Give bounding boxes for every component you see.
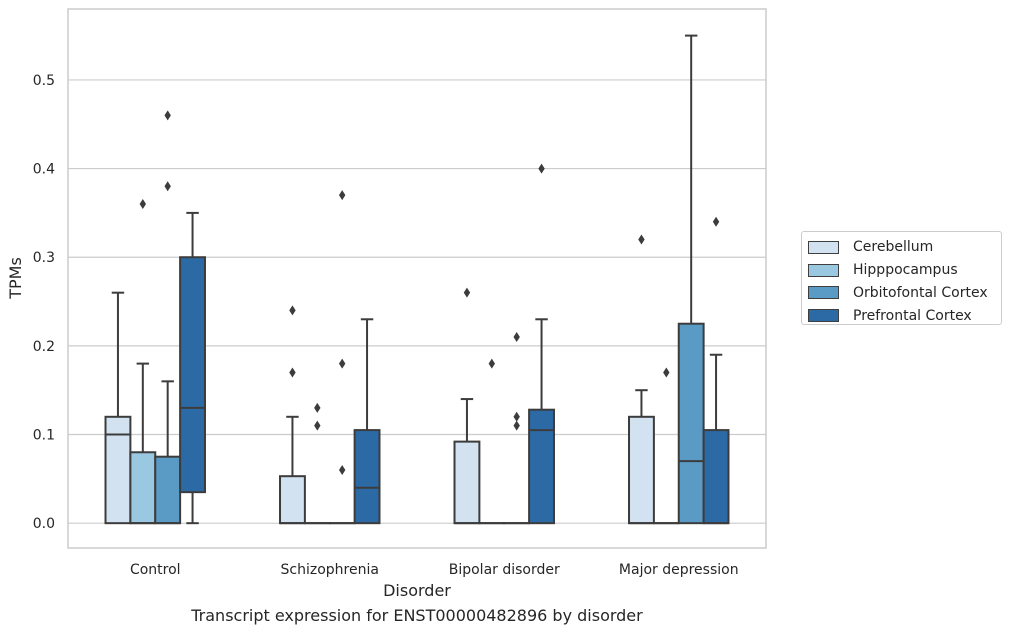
x-tick-label: Bipolar disorder xyxy=(449,562,560,578)
box-prefrontal-cortex xyxy=(702,216,730,525)
outlier-point xyxy=(712,216,720,227)
outlier-point xyxy=(164,110,171,121)
box-prefrontal-cortex xyxy=(528,163,555,525)
plot-frame xyxy=(67,8,767,549)
box-body xyxy=(528,408,555,525)
legend-item: Hipppocampus xyxy=(808,259,1001,282)
outlier-point xyxy=(513,420,520,431)
outlier-point xyxy=(289,367,296,378)
outlier-point xyxy=(663,367,670,378)
legend-label: Orbitofontal Cortex xyxy=(853,284,988,301)
box-layer xyxy=(104,34,730,525)
box-cerebellum xyxy=(453,287,481,525)
outlier-point xyxy=(488,358,496,369)
y-tick-label: 0.2 xyxy=(33,339,55,355)
box-orbitofontal-cortex xyxy=(677,34,705,525)
box-hipppocampus xyxy=(129,199,157,525)
y-tick-label: 0.3 xyxy=(33,250,55,266)
legend-item: Prefrontal Cortex xyxy=(808,304,1001,327)
legend-swatch xyxy=(808,263,839,277)
y-tick-label: 0.4 xyxy=(33,162,55,178)
legend: Cerebellum Hipppocampus Orbitofontal Corte… xyxy=(801,231,1002,325)
box-prefrontal-cortex xyxy=(179,211,206,525)
outlier-point xyxy=(289,305,296,316)
box-body xyxy=(453,440,481,525)
outlier-point xyxy=(513,332,520,343)
box-body xyxy=(129,451,157,525)
outlier-point xyxy=(314,420,321,431)
y-axis-label: TPMs xyxy=(6,257,25,300)
box-cerebellum xyxy=(104,291,132,525)
legend-item: Orbitofontal Cortex xyxy=(808,282,1001,305)
outlier-point xyxy=(314,402,321,413)
y-tick-label: 0.5 xyxy=(33,73,55,89)
outlier-point xyxy=(463,287,471,298)
box-hipppocampus xyxy=(478,358,506,525)
outlier-point xyxy=(338,358,346,369)
x-tick-label: Major depression xyxy=(619,562,739,578)
box-orbitofontal-cortex xyxy=(503,332,531,525)
box-hipppocampus xyxy=(303,402,331,525)
legend-swatch xyxy=(808,309,839,323)
box-body xyxy=(702,429,730,525)
box-hipppocampus xyxy=(652,367,680,525)
x-axis-label: Disorder xyxy=(383,581,451,600)
y-tick-label: 0.0 xyxy=(33,516,55,532)
y-tick-label: 0.1 xyxy=(33,428,55,444)
box-cerebellum xyxy=(628,234,655,525)
box-body xyxy=(677,322,705,525)
outlier-point xyxy=(338,464,346,475)
box-body xyxy=(353,429,381,525)
outlier-point xyxy=(638,234,645,245)
box-cerebellum xyxy=(279,305,306,525)
legend-label: Prefrontal Cortex xyxy=(853,307,972,324)
box-orbitofontal-cortex xyxy=(154,110,182,525)
box-body xyxy=(179,256,206,494)
legend-swatch xyxy=(808,240,839,254)
chart-caption: Transcript expression for ENST0000048289… xyxy=(191,606,643,625)
outlier-point xyxy=(538,163,545,174)
legend-swatch xyxy=(808,286,839,300)
axes: 0.0 0.1 0.2 0.3 0.4 0.5 Control Schizophrenia Bi… xyxy=(33,8,767,578)
outlier-point xyxy=(513,411,520,422)
box-orbitofontal-cortex xyxy=(328,190,356,525)
box-body xyxy=(154,455,182,525)
x-tick-label: Schizophrenia xyxy=(281,562,379,578)
legend-label: Cerebellum xyxy=(853,239,934,256)
x-tick-label: Control xyxy=(130,562,181,578)
box-body xyxy=(628,415,655,525)
legend-item: Cerebellum xyxy=(808,236,1001,259)
outlier-point xyxy=(164,181,171,192)
box-prefrontal-cortex xyxy=(353,318,381,525)
legend-label: Hipppocampus xyxy=(853,262,958,279)
outlier-point xyxy=(338,190,346,201)
box-body xyxy=(279,475,306,525)
box-body xyxy=(104,415,132,525)
outlier-point xyxy=(139,199,147,210)
